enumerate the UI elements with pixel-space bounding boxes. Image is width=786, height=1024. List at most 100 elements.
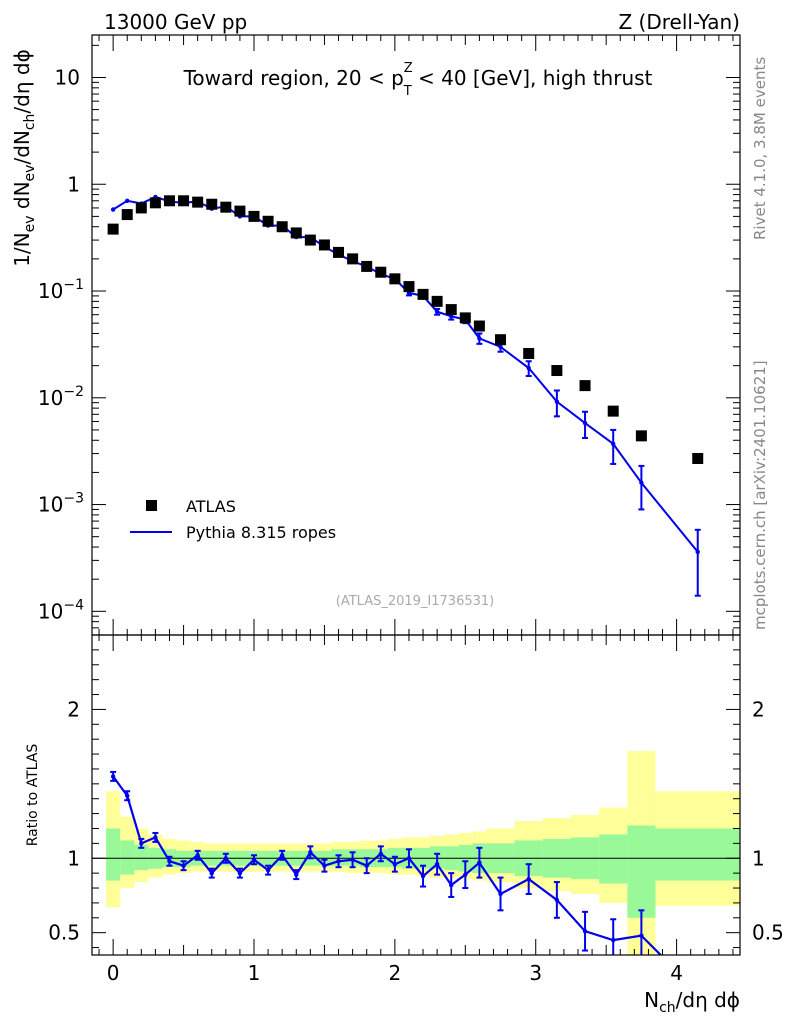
- ratio-mc-point: [308, 850, 313, 855]
- atlas-point: [389, 273, 401, 285]
- ratio-mc-point: [582, 928, 588, 934]
- ratio-mc-point: [554, 897, 560, 903]
- ratio-mc-point: [110, 774, 116, 779]
- ratio-mc-point: [350, 857, 355, 862]
- ratio-mc-point: [378, 851, 383, 856]
- atlas-point: [206, 198, 218, 210]
- ratio-ytick-label-left-2: 2: [67, 697, 80, 721]
- atlas-point: [163, 195, 175, 207]
- x-tick-label-3: 3: [529, 961, 542, 985]
- ylabel-part-3: ev: [22, 165, 38, 182]
- main-ylabel: 1/Nev dNev/dNch/dη dϕ: [10, 49, 38, 267]
- x-tick-label-0: 0: [107, 961, 120, 985]
- atlas-point: [276, 221, 288, 233]
- main-ytick-label-5: 10−4: [38, 597, 84, 623]
- ratio-mc-point: [167, 859, 172, 864]
- atlas-point: [375, 266, 387, 278]
- main-ytick-label-3: 10−2: [38, 384, 84, 410]
- atlas-point: [262, 215, 274, 227]
- atlas-point: [135, 202, 147, 214]
- ratio-mc-point: [265, 867, 271, 873]
- x-tick-label-4: 4: [670, 961, 683, 985]
- main-title-sup: Z: [404, 61, 413, 76]
- ratio-mc-point: [237, 870, 243, 876]
- ratio-mc-point: [125, 793, 130, 798]
- x-axis-label: Nch/dη dϕ: [644, 988, 740, 1016]
- atlas-point: [234, 205, 246, 217]
- ylabel-part-4: /dN: [10, 130, 34, 164]
- main-title-sub: T: [403, 84, 412, 99]
- ratio-mc-point: [251, 857, 257, 862]
- xlabel-part-1: ch: [659, 1000, 676, 1016]
- atlas-point: [551, 365, 563, 377]
- header-left: 13000 GeV pp: [104, 10, 247, 34]
- atlas-point: [248, 210, 260, 222]
- mc-point: [434, 309, 440, 314]
- ratio-mc-point: [449, 882, 454, 888]
- atlas-point: [347, 253, 359, 265]
- main-title: Toward region, 20 < pZ T < 40 [GeV], high…: [183, 61, 653, 99]
- main-panel: 10 1 10−1 10−2 10−3 10−4 Toward region, 20 < …: [10, 34, 741, 636]
- main-ytick-label-4: 10−3: [38, 491, 84, 517]
- atlas-point: [635, 430, 647, 442]
- atlas-point: [495, 334, 507, 346]
- mc-point: [582, 420, 588, 426]
- ratio-ytick-label-left-1: 1: [67, 846, 80, 870]
- atlas-point: [318, 239, 330, 251]
- atlas-point: [579, 380, 591, 392]
- x-tick-label-1: 1: [248, 961, 261, 985]
- legend: ATLAS Pythia 8.315 ropes: [130, 497, 336, 542]
- ratio-mc-point: [420, 873, 426, 879]
- atlas-point: [192, 196, 204, 208]
- main-axes: 10 1 10−1 10−2 10−3 10−4: [38, 35, 740, 636]
- atlas-point: [459, 312, 471, 324]
- atlas-point: [431, 295, 443, 307]
- atlas-point: [473, 320, 485, 332]
- mc-point: [477, 336, 482, 341]
- header-right: Z (Drell-Yan): [618, 10, 740, 34]
- legend-mc-label: Pythia 8.315 ropes: [186, 523, 336, 542]
- main-ytick-label-2: 10−1: [38, 277, 84, 303]
- ratio-mc-point: [611, 937, 616, 943]
- ratio-mc-point: [639, 933, 644, 938]
- atlas-point: [403, 281, 415, 293]
- ratio-mc-point: [279, 853, 285, 858]
- atlas-point: [692, 452, 704, 464]
- mc-point: [554, 399, 560, 404]
- mc-point: [639, 480, 644, 485]
- mc-point: [110, 207, 116, 212]
- mc-point: [526, 365, 531, 371]
- ratio-axes: 0.5 0.5 1 1 2 2 0 1 2 3 4: [48, 635, 784, 985]
- ylabel-part-5: ch: [22, 114, 38, 131]
- ratio-marks: [110, 770, 663, 955]
- band-inner: [627, 825, 656, 918]
- main-title-post: < 40 [GeV], high thrust: [412, 66, 653, 90]
- atlas-point: [523, 347, 535, 359]
- atlas-point: [333, 246, 345, 258]
- band-inner: [655, 828, 740, 881]
- ratio-mc-point: [392, 862, 398, 867]
- main-ytick-label-1: 1: [67, 172, 80, 196]
- band-inner: [134, 844, 149, 871]
- ratio-mc-point: [364, 863, 369, 868]
- xlabel-part-2: /dη dϕ: [676, 988, 740, 1012]
- ylabel-part-6: /dη dϕ: [10, 49, 34, 113]
- mc-point: [498, 344, 503, 350]
- ratio-mc-point: [498, 891, 503, 897]
- ratio-mc-point: [406, 856, 412, 861]
- band-inner: [599, 834, 628, 884]
- ylabel-part-0: 1/N: [10, 232, 34, 266]
- atlas-point: [220, 201, 232, 213]
- rivet-label: Rivet 4.1.0, 3.8M events: [751, 57, 769, 240]
- ratio-panel: 0.5 0.5 1 1 2 2 0 1 2 3 4 Ratio to ATLAS Nch/dη dϕ: [25, 634, 784, 1016]
- ratio-ytick-label-right-2: 2: [752, 697, 765, 721]
- ratio-mc-point: [477, 860, 482, 865]
- ratio-mc-point: [336, 859, 341, 864]
- band-inner: [106, 828, 121, 881]
- ratio-mc-point: [209, 870, 214, 876]
- mc-point: [449, 314, 454, 319]
- atlas-point: [304, 234, 316, 246]
- atlas-point: [417, 288, 429, 300]
- mc-point: [695, 549, 700, 555]
